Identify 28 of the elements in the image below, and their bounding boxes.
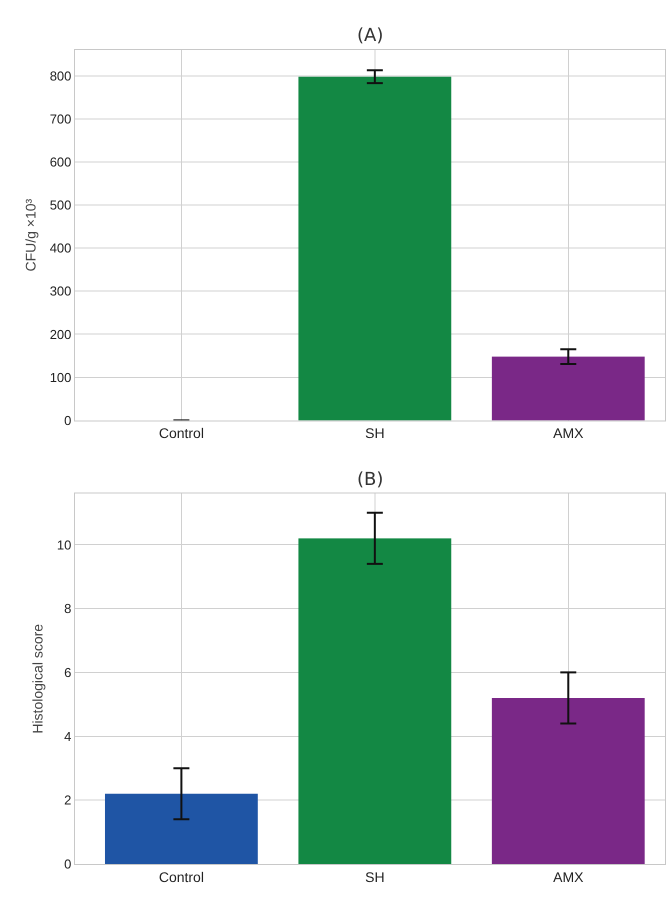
y-tick-label: 200: [50, 326, 72, 342]
x-tick-label: AMX: [553, 868, 584, 885]
y-axis-title: Histological score: [30, 624, 46, 734]
y-tick-label: 8: [64, 601, 72, 616]
y-tick-label: 0: [64, 856, 72, 872]
y-tick-label: 0: [64, 412, 72, 428]
bar: [298, 538, 452, 864]
bar: [104, 794, 258, 864]
x-tick-label: AMX: [553, 425, 584, 442]
y-tick-label: 500: [50, 198, 72, 213]
y-axis-title: CFU/g ×10³: [22, 198, 38, 272]
x-tick-label: SH: [365, 868, 385, 885]
y-tick-label: 400: [50, 240, 72, 256]
bar: [492, 698, 645, 864]
chart-title: (B): [357, 469, 384, 490]
y-tick-label: 6: [64, 664, 72, 680]
y-tick-label: 100: [50, 370, 72, 385]
y-tick-label: 300: [50, 284, 72, 299]
y-tick-label: 4: [64, 728, 72, 744]
chart-title: (A): [357, 25, 384, 46]
y-tick-label: 10: [56, 537, 72, 552]
x-tick-label: Control: [158, 425, 204, 442]
x-tick-label: SH: [365, 425, 385, 442]
y-tick-label: 2: [64, 792, 72, 808]
x-tick-label: Control: [158, 868, 204, 885]
y-tick-label: 700: [50, 111, 72, 126]
y-tick-label: 600: [50, 154, 72, 170]
y-tick-label: 800: [50, 68, 72, 84]
